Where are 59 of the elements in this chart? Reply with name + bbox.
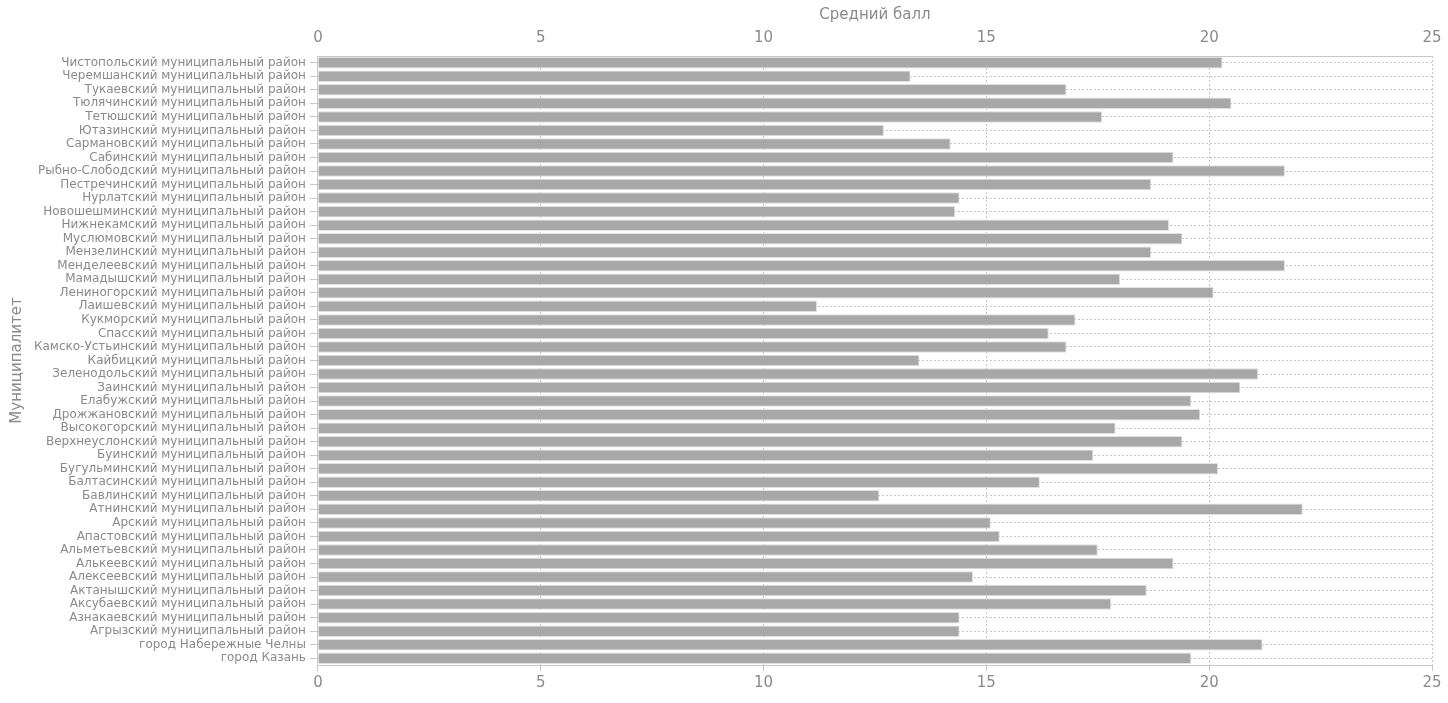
y-tick-label: Сабинский муниципальный район (89, 149, 306, 164)
y-tick-label: Елабужский муниципальный район (80, 393, 306, 408)
y-tick-label: Менделеевский муниципальный район (57, 257, 306, 272)
y-tick-label: Апастовский муниципальный район (76, 528, 306, 543)
y-tick-label: Мамадышский муниципальный район (65, 271, 306, 286)
y-tick-label: Алексеевский муниципальный район (69, 569, 306, 584)
y-tick-label: Актанышский муниципальный район (69, 582, 306, 597)
y-tick-label: Аксубаевский муниципальный район (69, 596, 306, 611)
x-tick-label: 20 (1199, 672, 1219, 691)
y-tick-label: Сармановский муниципальный район (66, 136, 306, 151)
y-tick-label: Ютазинский муниципальный район (78, 122, 306, 137)
x2-tick-label: 0 (313, 27, 323, 46)
y-tick-label: Чистопольский муниципальный район (61, 54, 306, 69)
y-tick-label: Кайбицкий муниципальный район (87, 352, 306, 367)
y-tick-label: Нурлатский муниципальный район (82, 190, 306, 205)
y-tick-label: Новошешминский муниципальный район (43, 203, 306, 218)
y-tick-label: Бавлинский муниципальный район (82, 487, 306, 502)
y-tick-label: Муслюмовский муниципальный район (62, 230, 306, 245)
y-axis-title: Муниципалитет (6, 297, 25, 424)
y-tick-label: Буинский муниципальный район (97, 447, 306, 462)
y-tick-label: Заинский муниципальный район (97, 379, 306, 394)
y-tick-label: Бугульминский муниципальный район (59, 460, 306, 475)
x-tick-label: 0 (313, 672, 323, 691)
y-tick-label: Пестречинский муниципальный район (60, 176, 306, 191)
y-tick-label: Верхнеуслонский муниципальный район (45, 433, 306, 448)
y-tick-label: Альметьевский муниципальный район (60, 542, 306, 557)
y-tick-label: Агрызский муниципальный район (90, 623, 306, 638)
y-tick-label: Тетюшский муниципальный район (84, 109, 306, 124)
x2-tick-label: 25 (1422, 27, 1442, 46)
x2-tick-label: 15 (976, 27, 996, 46)
y-tick-label: Спасский муниципальный район (97, 325, 306, 340)
y-tick-label: Высокогорский муниципальный район (60, 420, 306, 435)
y-tick-label: город Казань (220, 650, 306, 665)
y-tick-label: Балтасинский муниципальный район (68, 474, 306, 489)
y-tick-label: Дрожжановский муниципальный район (52, 406, 306, 421)
y-tick-label: Черемшанский муниципальный район (62, 68, 306, 83)
x2-axis-title: Средний балл (819, 4, 931, 23)
x2-tick-label: 5 (535, 27, 546, 46)
x2-tick-label: 20 (1199, 27, 1219, 46)
y-tick-label: Нижнекамский муниципальный район (61, 217, 306, 232)
y-tick-label: Мензелинский муниципальный район (65, 244, 306, 259)
y-tick-label: Тукаевский муниципальный район (83, 81, 306, 96)
x-tick-label: 15 (976, 672, 996, 691)
y-tick-label: Зеленодольский муниципальный район (52, 366, 306, 381)
y-tick-label: Азнакаевский муниципальный район (69, 609, 306, 624)
y-tick-label: Лениногорский муниципальный район (59, 284, 306, 299)
y-tick-label: Кукморский муниципальный район (81, 312, 306, 327)
y-tick-label: Атнинский муниципальный район (89, 501, 306, 516)
y-tick-label: Рыбно-Слободский муниципальный район (37, 163, 306, 178)
y-tick-label: Тюлячинский муниципальный район (71, 95, 306, 110)
y-tick-label: Лаишевский муниципальный район (78, 298, 306, 313)
x-tick-label: 5 (535, 672, 546, 691)
x-tick-label: 25 (1422, 672, 1442, 691)
y-tick-label: Алькеевский муниципальный район (76, 555, 306, 570)
x2-tick-label: 10 (754, 27, 774, 46)
y-tick-label: Камско-Устьинский муниципальный район (33, 339, 306, 354)
x-tick-label: 10 (754, 672, 774, 691)
y-tick-label: Арский муниципальный район (112, 515, 306, 530)
y-tick-label: город Набережные Челны (139, 636, 306, 651)
